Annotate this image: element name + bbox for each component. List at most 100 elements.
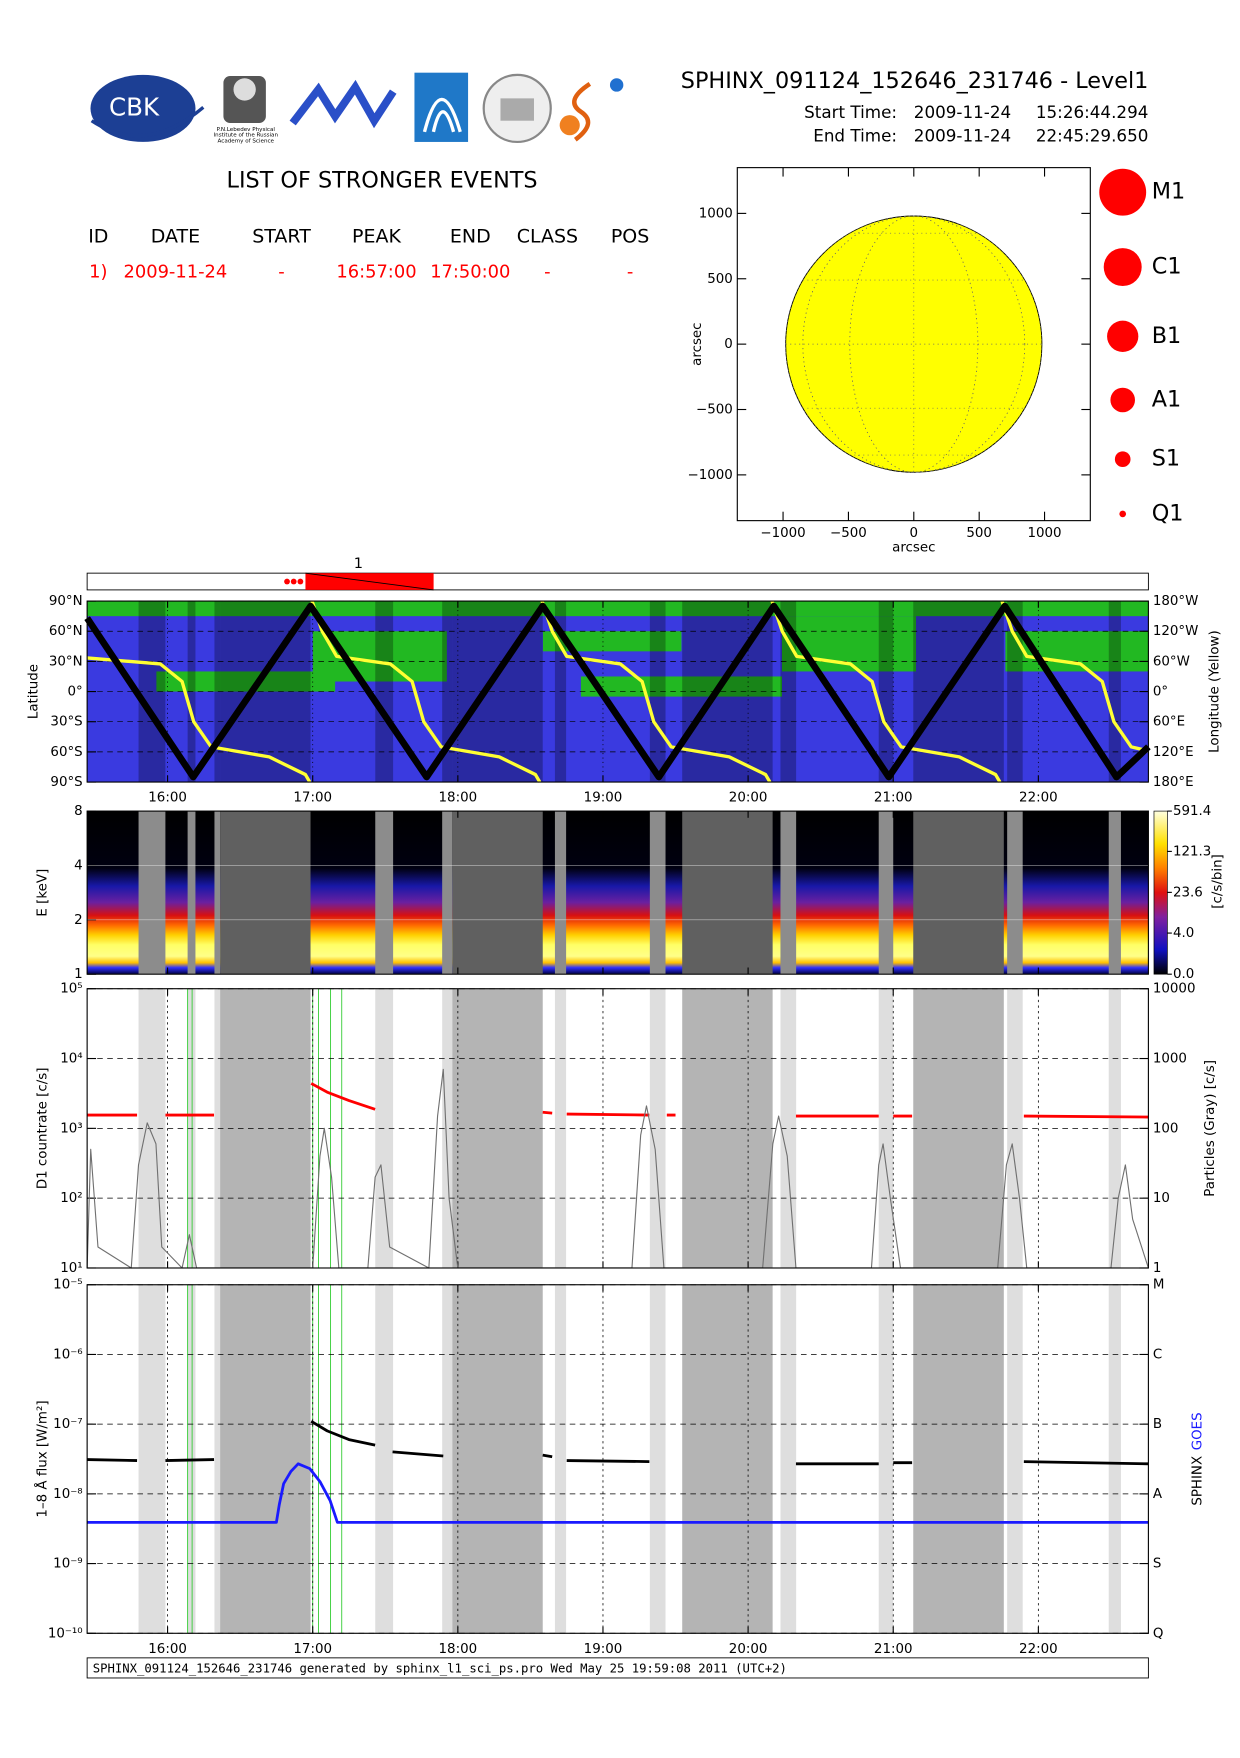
- y-tick-label: 1: [74, 967, 83, 982]
- event-cell: -: [544, 262, 550, 283]
- longitude-line: [86, 600, 1149, 783]
- column-header: START: [252, 225, 311, 247]
- light-band: [214, 1284, 221, 1634]
- events-title: LIST OF STRONGER EVENTS: [227, 168, 538, 194]
- legend-label: M1: [1152, 179, 1185, 205]
- event-cell: 1): [89, 262, 107, 283]
- dark-band: [913, 811, 1004, 975]
- y-axis-label: E [keV]: [35, 869, 50, 917]
- column-header: POS: [611, 225, 649, 247]
- y-tick-label: 2: [74, 913, 83, 928]
- x-tick-label: 19:00: [584, 1642, 623, 1657]
- y2-tick-label: 120°W: [1153, 624, 1199, 639]
- y-tick-label: 0°: [67, 685, 82, 700]
- column-header: ID: [88, 225, 108, 247]
- light-band: [649, 1284, 666, 1634]
- light-band: [375, 1284, 394, 1634]
- x-tick-label: 1000: [1028, 526, 1062, 541]
- logos: CBK P.N.Lebedev Physical Institute of th…: [90, 72, 624, 144]
- y-tick-label: 4: [74, 858, 83, 873]
- footer-box: [86, 1657, 1149, 1679]
- x-tick-label: 18:00: [439, 1642, 478, 1657]
- y-tick-label: 60°N: [49, 624, 83, 639]
- light-band: [214, 811, 221, 975]
- panel-frame: [86, 600, 1149, 783]
- light-band: [442, 988, 453, 1268]
- y-axis-label: 1–8 Å flux [W/m²]: [33, 1400, 50, 1517]
- precursor: [290, 578, 297, 585]
- legend-marker: [1110, 387, 1135, 413]
- y-tick-label: 30°N: [49, 654, 83, 669]
- y2-tick-label: 0°: [1153, 685, 1168, 700]
- legend-marker: [1103, 248, 1142, 287]
- start-date: 2009-11-24: [914, 102, 1011, 122]
- event-cell: 16:57:00: [336, 262, 416, 283]
- x-tick-label: 21:00: [874, 1642, 913, 1657]
- x-tick-label: 20:00: [729, 791, 768, 806]
- light-band: [878, 1284, 894, 1634]
- y2-tick-label: A: [1153, 1487, 1163, 1502]
- event-cell: -: [278, 262, 284, 283]
- dark-band: [682, 811, 773, 975]
- y-tick-label: 10²: [60, 1191, 82, 1206]
- green-region: [156, 671, 336, 692]
- x-tick-label: 18:00: [439, 791, 478, 806]
- legend-marker: [1099, 168, 1147, 216]
- cbk-text: CBK: [109, 92, 160, 121]
- x-tick-label: 17:00: [293, 1642, 332, 1657]
- y-tick-label: 10⁻⁷: [53, 1417, 82, 1432]
- legend-label: C1: [1152, 254, 1182, 280]
- green-region: [542, 631, 682, 652]
- green-region: [87, 601, 1149, 617]
- dark-band: [220, 811, 311, 975]
- light-band: [1108, 811, 1121, 975]
- colorbar-tick-label: 591.4: [1173, 804, 1211, 819]
- y2-tick-label: 100: [1153, 1121, 1179, 1136]
- light-band: [442, 1284, 453, 1634]
- x-tick-label: 22:00: [1019, 791, 1058, 806]
- start-time: 15:26:44.294: [1036, 102, 1149, 122]
- light-band: [1007, 1284, 1023, 1634]
- colorbar-tick-label: 0.0: [1173, 967, 1194, 982]
- light-band: [442, 601, 453, 783]
- light-band: [138, 1284, 166, 1634]
- y2-tick-label: 10000: [1153, 982, 1196, 997]
- y2-tick-label: S: [1153, 1557, 1162, 1572]
- light-band: [554, 811, 567, 975]
- light-band: [554, 1284, 567, 1634]
- y2-tick-label: M: [1153, 1278, 1165, 1293]
- report-title: SPHINX_091124_152646_231746 - Level1: [681, 68, 1149, 94]
- legend-marker: [1107, 320, 1139, 352]
- x-tick-label: 500: [966, 526, 992, 541]
- y2-tick-label: Q: [1153, 1626, 1164, 1641]
- legend-label: S1: [1152, 446, 1180, 472]
- legend-entry: SPHINX: [1191, 1456, 1206, 1506]
- y-tick-label: 0: [724, 337, 733, 352]
- timeline-frame: [86, 572, 1149, 591]
- x-tick-label: 19:00: [584, 791, 623, 806]
- legend-label: Q1: [1152, 500, 1184, 526]
- y-tick-label: 10⁴: [60, 1052, 82, 1067]
- dark-band: [452, 811, 543, 975]
- x-tick-label: 16:00: [148, 791, 187, 806]
- end-time: 22:45:29.650: [1036, 125, 1149, 145]
- event-label: 1: [354, 556, 363, 572]
- light-band: [1007, 811, 1023, 975]
- y2-axis-label: Particles (Gray) [c/s]: [1203, 1060, 1218, 1197]
- y-tick-label: 10⁻¹⁰: [48, 1626, 83, 1641]
- y-tick-label: 1000: [699, 206, 733, 221]
- dark-band: [913, 1284, 1004, 1634]
- portrait-face: [233, 78, 256, 101]
- events-table: ID DATE START PEAK END CLASS POS 1) 2009-11-24 - 1…: [88, 225, 649, 282]
- y2-tick-label: 60°E: [1153, 715, 1185, 730]
- y2-tick-label: 120°E: [1153, 745, 1194, 760]
- lebedev-caption: P.N.Lebedev Physical: [217, 127, 276, 133]
- globe-logo: [609, 78, 624, 92]
- y-tick-label: 10⁻⁹: [53, 1557, 82, 1572]
- emblem-arc: [422, 98, 462, 133]
- end-label: End Time:: [813, 125, 897, 145]
- colorbar-tick-label: 4.0: [1173, 926, 1194, 941]
- y-tick-label: 10³: [60, 1121, 82, 1136]
